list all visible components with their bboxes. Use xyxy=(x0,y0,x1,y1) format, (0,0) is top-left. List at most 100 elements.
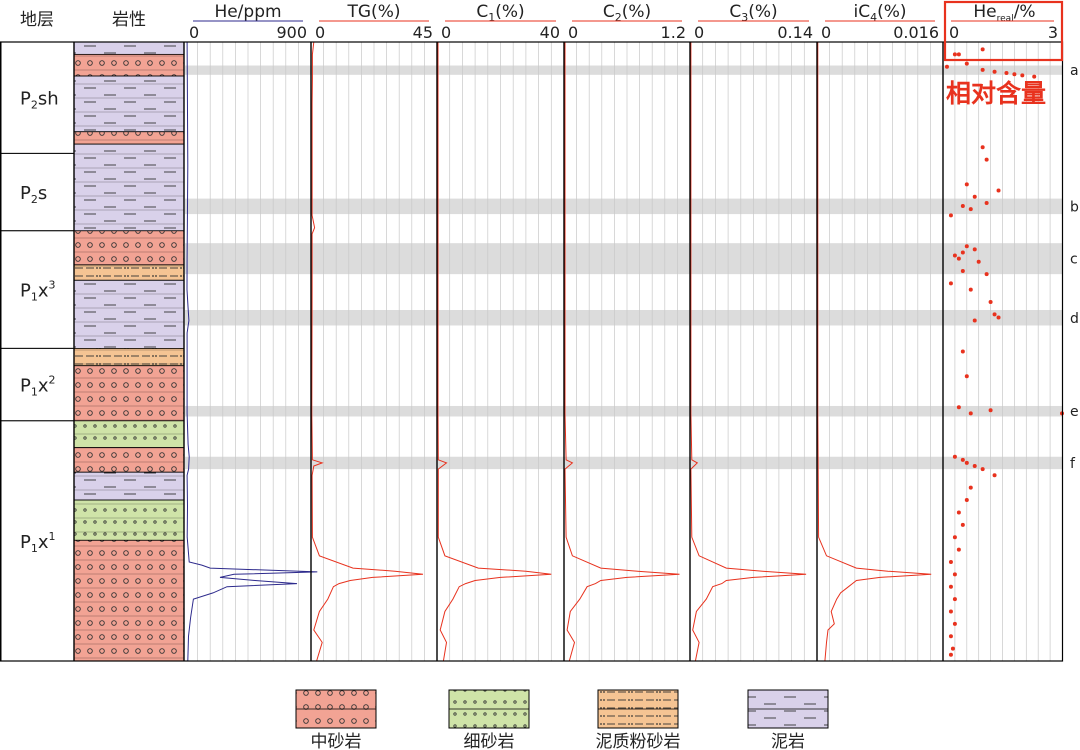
he-real-point xyxy=(948,213,953,218)
he-real-point xyxy=(948,634,953,639)
lith-bed xyxy=(73,365,185,422)
lith-bed xyxy=(73,230,185,266)
he-real-point xyxy=(944,64,949,69)
track-min-ic4: 0 xyxy=(821,23,831,42)
he-real-point xyxy=(968,287,973,292)
track-title-he-real: Hereal/% xyxy=(973,2,1035,24)
track-max-ic4: 0.016 xyxy=(893,23,939,42)
lith-bed xyxy=(73,264,185,281)
lith-bed xyxy=(73,539,185,662)
he-real-point xyxy=(968,411,973,416)
lith-bed xyxy=(73,471,185,501)
legend-label-silt_muddy: 泥质粉砂岩 xyxy=(596,732,681,750)
he-real-point xyxy=(960,349,965,354)
band-b xyxy=(185,198,1062,215)
he-real-point xyxy=(976,259,981,264)
curve-he xyxy=(186,41,318,662)
he-real-point xyxy=(964,182,969,187)
track-min-he-real: 0 xyxy=(949,23,959,42)
band-label-f: f xyxy=(1070,456,1076,472)
band-a xyxy=(185,65,1062,75)
he-real-point xyxy=(980,467,985,472)
formation-box xyxy=(0,152,75,232)
formation-label: P2sh xyxy=(20,89,59,112)
he-real-highlight-box xyxy=(943,0,1064,62)
band-e xyxy=(185,405,1062,417)
formation-box xyxy=(0,420,75,662)
he-real-point xyxy=(952,52,957,57)
track-min-tg: 0 xyxy=(315,23,325,42)
he-real-point xyxy=(952,454,957,459)
he-real-point xyxy=(960,204,965,209)
he-real-point xyxy=(964,460,969,465)
formation-label: P1x1 xyxy=(20,530,56,555)
he-real-point xyxy=(948,281,953,286)
he-real-point xyxy=(1020,73,1025,78)
he-real-point xyxy=(984,200,989,205)
track-title-c3: C3(%) xyxy=(729,2,777,24)
track-min-he: 0 xyxy=(189,23,199,42)
he-real-point xyxy=(952,572,957,577)
outer-frame xyxy=(0,41,1064,662)
formation-label: P2s xyxy=(20,183,47,206)
track-title-he: He/ppm xyxy=(214,2,281,22)
header-lith: 岩性 xyxy=(112,10,146,30)
track-gridlines xyxy=(197,42,1051,661)
lith-bed xyxy=(73,447,185,473)
he-real-point xyxy=(948,584,953,589)
track-title-c1: C1(%) xyxy=(476,2,524,24)
legend: 中砂岩 细砂岩 泥质粉砂岩 泥岩 xyxy=(295,689,829,750)
he-real-point xyxy=(960,522,965,527)
curve-tg xyxy=(311,41,424,662)
band-label-b: b xyxy=(1070,199,1079,215)
lith-bed xyxy=(73,75,185,133)
he-real-point xyxy=(948,559,953,564)
he-real-point xyxy=(960,250,965,255)
track-max-tg: 45 xyxy=(413,23,433,42)
he-real-point xyxy=(952,621,957,626)
he-real-point xyxy=(988,299,993,304)
he-real-point xyxy=(956,256,961,261)
he-real-point xyxy=(996,188,1001,193)
he-real-point xyxy=(952,597,957,602)
lith-bed xyxy=(73,499,185,541)
he-real-point xyxy=(972,464,977,469)
track-title-ic4: iC4(%) xyxy=(853,2,906,24)
band-label-d: d xyxy=(1070,311,1079,327)
he-real-point xyxy=(956,510,961,515)
he-real-point xyxy=(992,69,997,74)
he-real-point xyxy=(968,207,973,212)
he-real-point xyxy=(948,609,953,614)
lith-bed xyxy=(73,131,185,145)
he-real-point xyxy=(964,244,969,249)
track-min-c2: 0 xyxy=(568,23,578,42)
he-real-point xyxy=(988,408,993,413)
he-real-point xyxy=(964,374,969,379)
he-real-point xyxy=(972,247,977,252)
track-max-c3: 0.14 xyxy=(777,23,813,42)
lith-bed xyxy=(73,41,185,55)
legend-label-mud: 泥岩 xyxy=(771,732,805,750)
he-real-point xyxy=(956,405,961,410)
band-label-c: c xyxy=(1070,252,1078,268)
curve-ic4 xyxy=(817,42,932,662)
track-title-c2: C2(%) xyxy=(603,2,651,24)
curve-c2 xyxy=(564,42,680,662)
track-min-c3: 0 xyxy=(694,23,704,42)
he-real-point xyxy=(972,318,977,323)
band-f xyxy=(185,456,1062,470)
curve-c1 xyxy=(437,42,552,662)
legend-label-sand_fine: 细砂岩 xyxy=(464,732,515,750)
track-max-c1: 40 xyxy=(540,23,560,42)
he-real-point xyxy=(960,269,965,274)
lith-bed xyxy=(73,53,185,77)
legend-label-sand_medium: 中砂岩 xyxy=(311,732,362,750)
plot-frame xyxy=(0,41,1064,662)
relative-content-annotation: 相对含量 xyxy=(946,79,1047,108)
he-real-point xyxy=(984,157,989,162)
track-min-c1: 0 xyxy=(441,23,451,42)
band-label-a: a xyxy=(1070,63,1079,79)
he-real-point xyxy=(980,47,985,52)
he-real-point xyxy=(950,646,955,651)
